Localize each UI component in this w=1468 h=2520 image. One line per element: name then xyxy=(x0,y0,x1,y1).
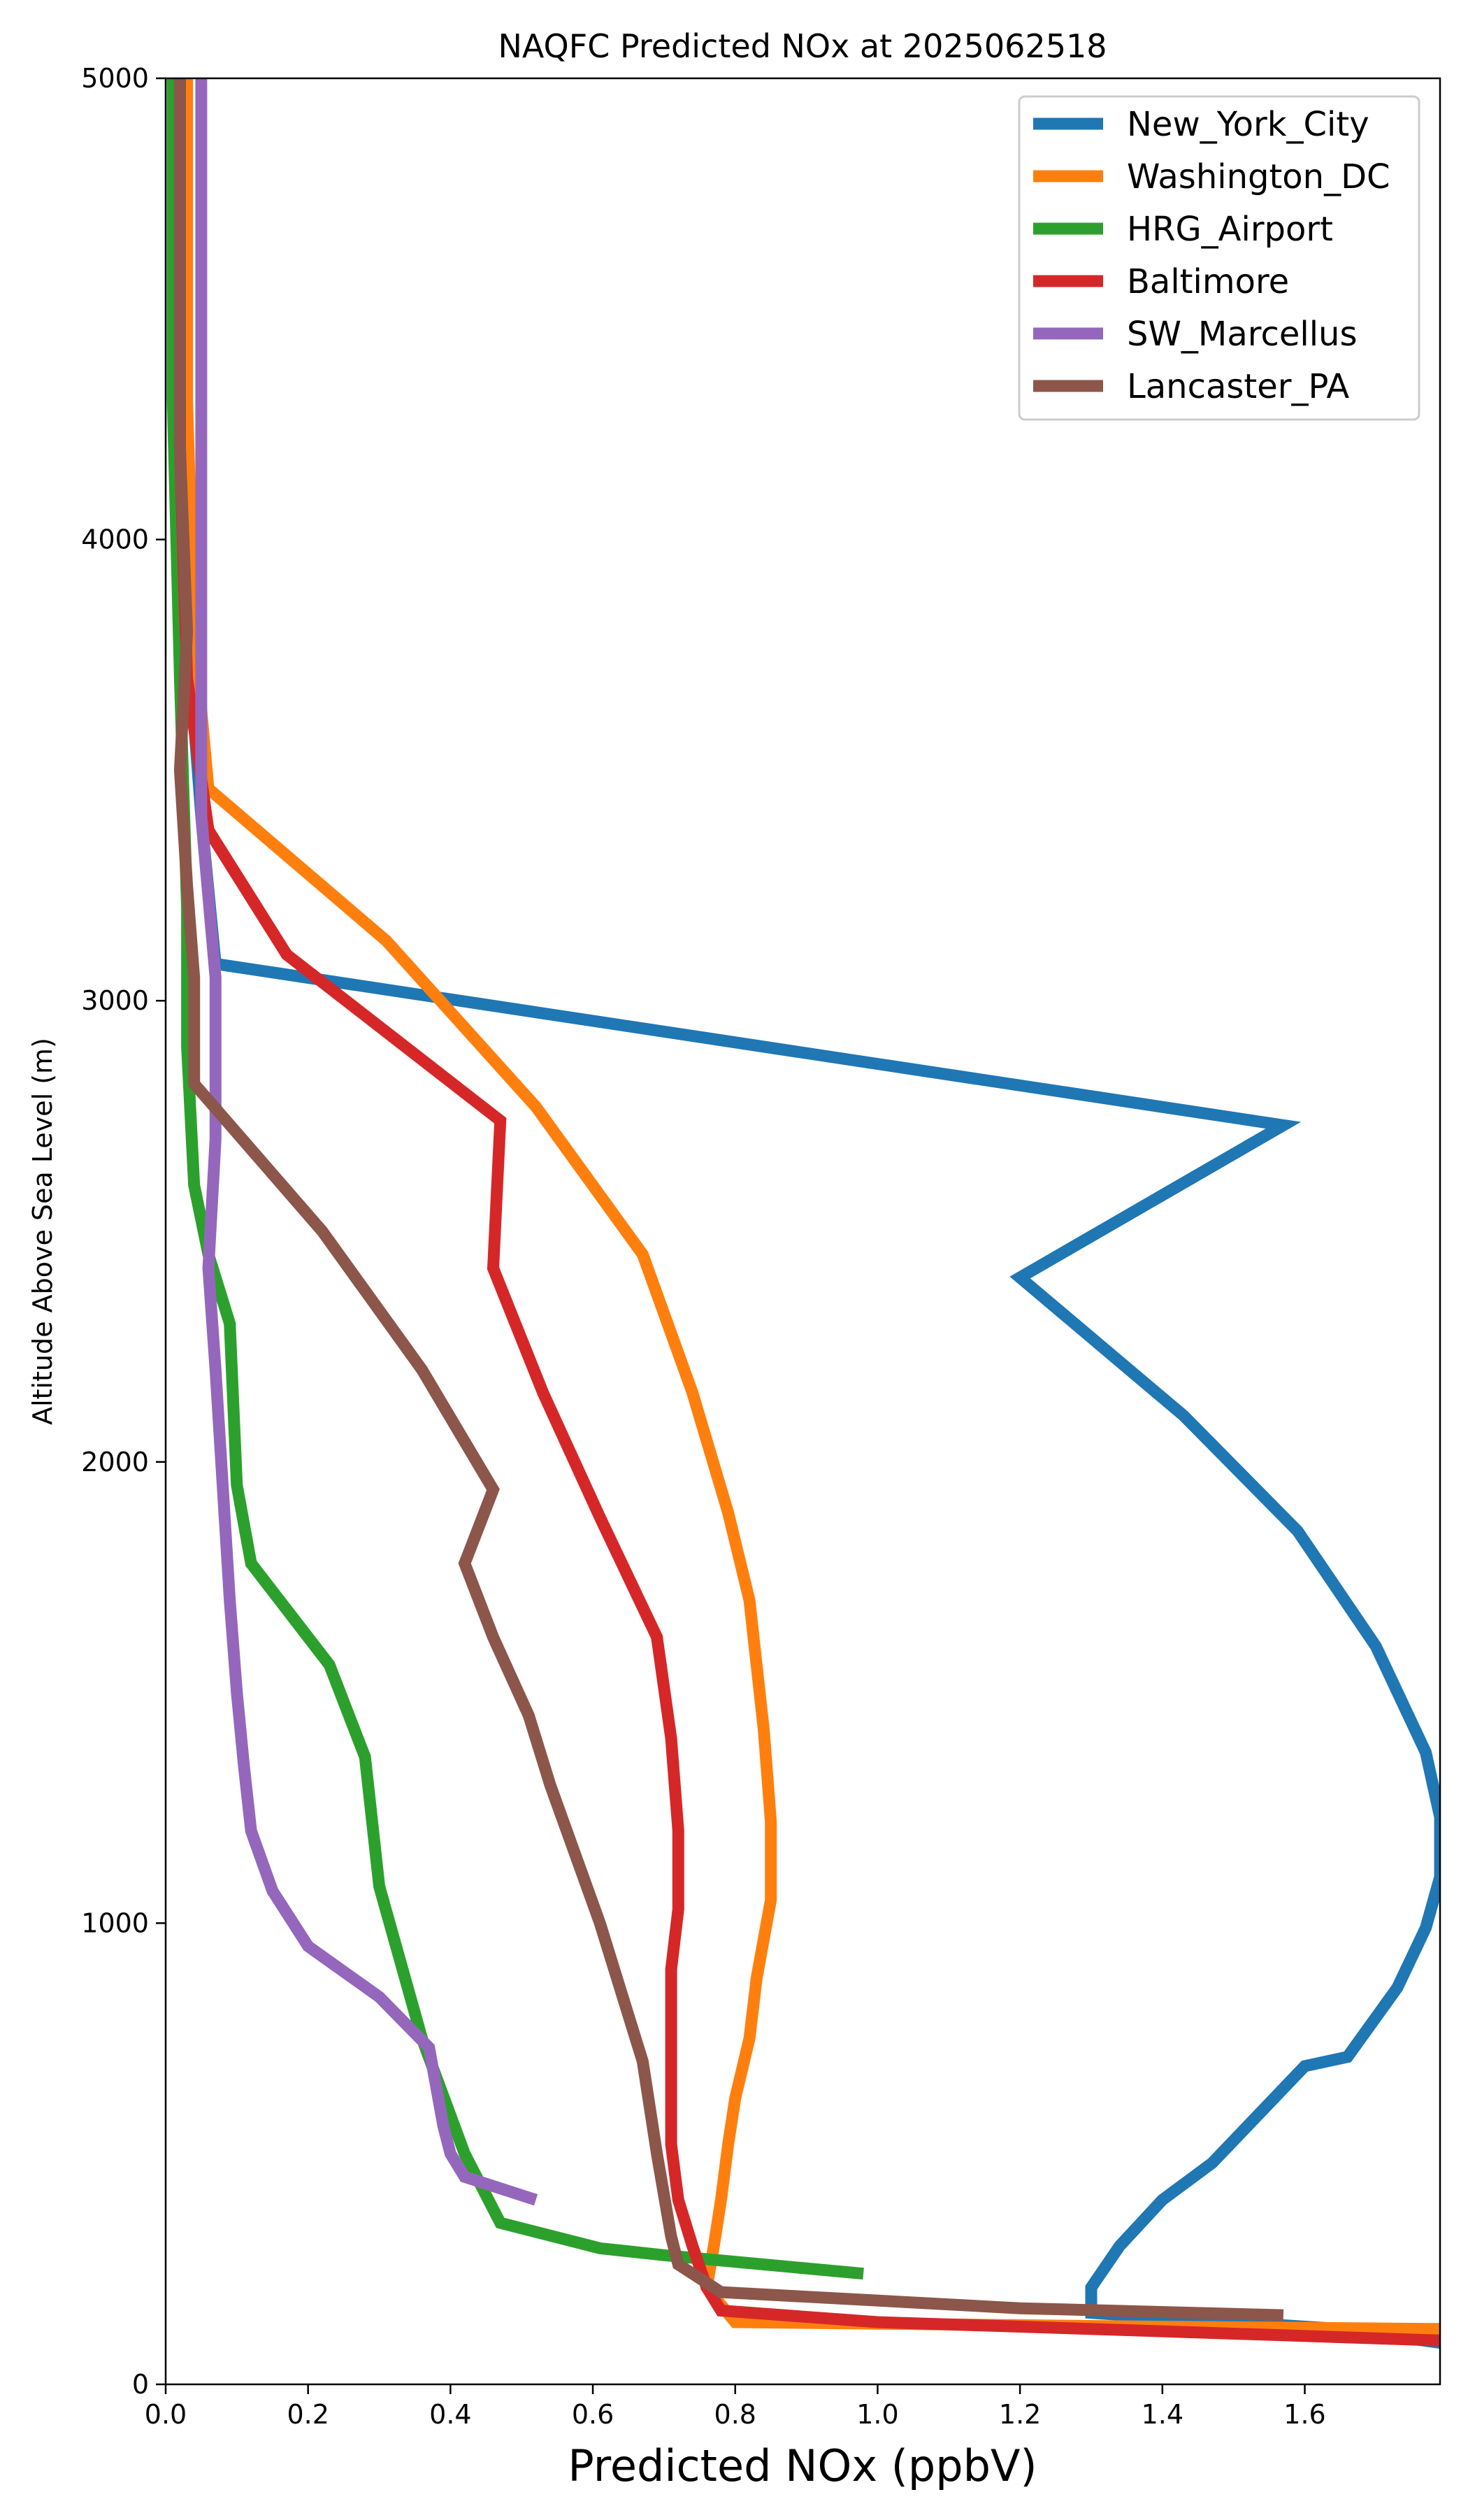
y-tick-label: 0 xyxy=(132,2369,149,2400)
x-tick-label: 1.6 xyxy=(1283,2399,1325,2430)
x-tick-label: 1.4 xyxy=(1142,2399,1183,2430)
y-tick-label: 4000 xyxy=(81,524,149,555)
series-line-lancaster-pa xyxy=(173,78,1284,2321)
y-tick-label: 1000 xyxy=(81,1907,149,1938)
legend-box xyxy=(1018,95,1420,421)
series-lines xyxy=(166,78,1440,2349)
x-tick-label: 1.2 xyxy=(999,2399,1041,2430)
x-tick-label: 0.8 xyxy=(714,2399,756,2430)
plot-area xyxy=(166,78,1440,2349)
series-line-sw-marcellus xyxy=(195,78,538,2206)
y-tick-label: 3000 xyxy=(81,985,149,1016)
x-tick-label: 0.0 xyxy=(145,2399,187,2430)
y-axis-label: Altitude Above Sea Level (m) xyxy=(27,1038,58,1425)
x-tick-label: 0.4 xyxy=(429,2399,471,2430)
x-tick-label: 0.2 xyxy=(287,2399,329,2430)
legend-label: Baltimore xyxy=(1127,262,1289,301)
chart-title: NAQFC Predicted NOx at 2025062518 xyxy=(498,27,1107,65)
legend-label: New_York_City xyxy=(1127,105,1369,144)
x-tick-label: 0.6 xyxy=(572,2399,614,2430)
legend-label: Washington_DC xyxy=(1127,157,1390,196)
x-tick-label: 1.0 xyxy=(856,2399,898,2430)
legend-label: Lancaster_PA xyxy=(1127,367,1349,406)
legend-label: SW_Marcellus xyxy=(1127,315,1357,354)
y-tick-label: 5000 xyxy=(81,63,149,94)
y-axis: 0 1000 2000 3000 4000 5000 xyxy=(81,63,166,2400)
legend: New_York_City Washington_DC HRG_Airport Bal… xyxy=(1018,95,1420,421)
y-tick-label: 2000 xyxy=(81,1447,149,1477)
plot-frame xyxy=(164,77,1441,2386)
x-axis-label: Predicted NOx (ppbV) xyxy=(568,2440,1037,2491)
legend-label: HRG_Airport xyxy=(1127,210,1333,249)
x-axis: 0.0 0.2 0.4 0.6 0.8 1.0 1.2 1.4 1.6 xyxy=(145,2384,1326,2430)
series-line-baltimore xyxy=(173,78,1440,2347)
